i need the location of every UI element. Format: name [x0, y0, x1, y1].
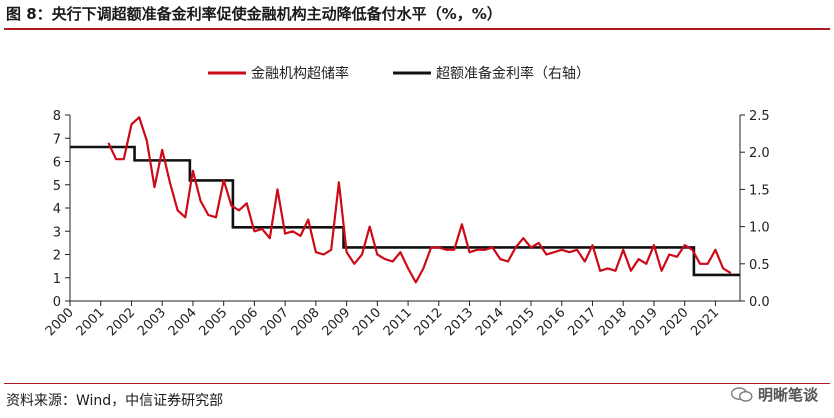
y-left-tick-label: 3 [53, 225, 61, 240]
footer-rule [4, 383, 830, 384]
wechat-icon [731, 387, 753, 402]
figure-title: 图 8：央行下调超额准备金利率促使金融机构主动降低备付水平（%，%） [6, 5, 502, 23]
y-right-tick-label: 1.0 [749, 221, 770, 236]
x-tick-label: 2013 [442, 305, 476, 339]
x-tick-label: 2010 [350, 305, 384, 339]
y-left-tick-label: 6 [53, 156, 61, 171]
x-tick-label: 2018 [596, 305, 630, 339]
x-tick-label: 2015 [504, 305, 538, 339]
y-left-tick-label: 5 [53, 179, 61, 194]
x-tick-label: 2005 [196, 305, 230, 339]
x-tick-label: 2001 [74, 305, 108, 339]
x-tick-label: 2009 [319, 305, 353, 339]
x-tick-label: 2006 [227, 305, 261, 339]
x-tick-label: 2017 [565, 305, 599, 339]
chart: 金融机构超储率 超额准备金利率（右轴） 0 1 2 3 4 5 6 7 8 0.0 0.5 1.0 1.… [43, 65, 770, 339]
x-tick-label: 2007 [258, 305, 292, 339]
chart-marks [70, 116, 740, 284]
x-tick-label: 2020 [657, 305, 691, 339]
x-tick-label: 2021 [688, 305, 722, 339]
watermark: 明晰笔谈 [730, 384, 818, 405]
y-left-tick-label: 1 [53, 272, 61, 287]
y-left-tick-label: 4 [53, 202, 61, 217]
x-tick-label: 2016 [535, 305, 569, 339]
x-tick-label: 2012 [412, 305, 446, 339]
source-note: 资料来源：Wind，中信证券研究部 [6, 393, 224, 409]
y-left-tick-label: 0 [53, 295, 61, 310]
y-right-tick-label: 2.5 [749, 109, 770, 124]
x-tick-label: 2014 [473, 305, 507, 339]
x-tick-label: 2003 [135, 305, 169, 339]
legend-label-secondary: 超额准备金利率（右轴） [436, 65, 590, 82]
x-tick-label: 2002 [104, 305, 138, 339]
y-right-tick-label: 0.0 [749, 295, 770, 310]
chart-legend: 金融机构超储率 超额准备金利率（右轴） [208, 65, 590, 82]
y-left-tick-label: 2 [53, 249, 61, 264]
y-right-tick-label: 1.5 [749, 183, 770, 198]
legend-label-primary: 金融机构超储率 [251, 65, 349, 82]
watermark-text: 明晰笔谈 [757, 386, 818, 404]
x-tick-label: 2000 [43, 305, 77, 339]
series-excess-reserve-ratio-line [107, 116, 732, 284]
x-tick-label: 2011 [381, 305, 415, 339]
title-rule [4, 28, 830, 30]
x-tick-label: 2008 [289, 305, 323, 339]
y-right-tick-label: 0.5 [749, 258, 770, 273]
y-left-tick-label: 8 [53, 109, 61, 124]
x-tick-label: 2019 [627, 305, 661, 339]
series-excess-reserve-rate-line [70, 145, 740, 277]
y-left-tick-label: 7 [53, 132, 61, 147]
x-tick-label: 2004 [166, 305, 200, 339]
axes: 0123456780.00.51.01.52.02.52000200120022… [43, 109, 770, 339]
y-right-tick-label: 2.0 [749, 146, 770, 161]
